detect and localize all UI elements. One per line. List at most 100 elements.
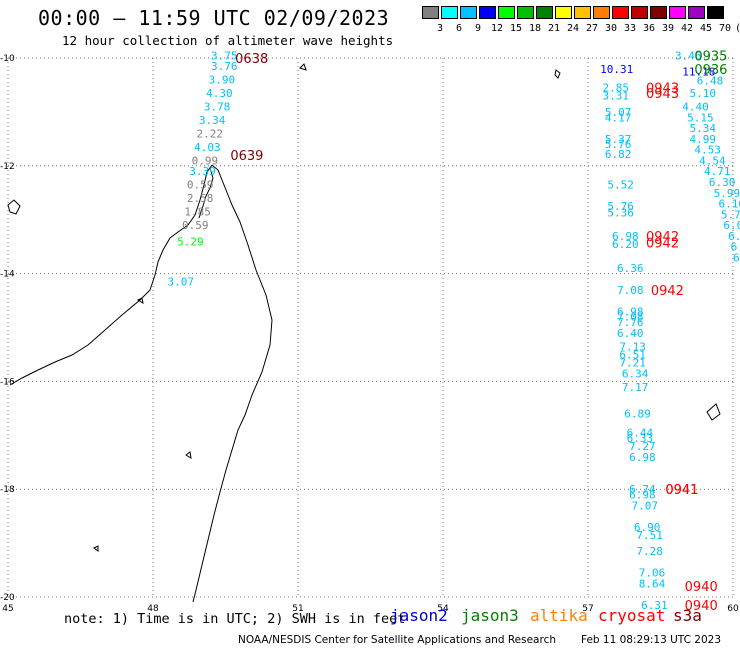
- wave-height-value: 5.36: [607, 207, 634, 220]
- track-time-label: 0942: [646, 236, 679, 251]
- islet-a: [136, 297, 144, 305]
- scale-swatch: [631, 6, 648, 19]
- lat-tick-label: -18: [0, 485, 15, 495]
- wave-height-value: 2.58: [187, 192, 214, 205]
- lon-tick-label: 48: [147, 604, 159, 614]
- track-time-label: 0940: [685, 580, 718, 595]
- wave-height-value: 5.37: [605, 133, 632, 146]
- wave-height-value: 6.30: [709, 176, 736, 189]
- scale-swatch: [688, 6, 705, 19]
- wave-height-value: 4.54: [699, 154, 726, 167]
- satellite-cryosat: cryosat: [598, 606, 666, 625]
- wave-height-value: 3.76: [211, 60, 238, 73]
- wave-height-value: 10.31: [600, 63, 633, 76]
- satellite-jason2: jason2: [390, 606, 448, 625]
- mauritius-island: [706, 403, 721, 421]
- wave-height-value: 6.14: [728, 230, 740, 243]
- track-time-label: 0941: [665, 483, 698, 498]
- wave-height-value: 4.99: [690, 133, 717, 146]
- wave-height-value: 6.16: [719, 198, 740, 211]
- scale-swatch: [555, 6, 572, 19]
- wave-height-value: 7.51: [636, 529, 663, 542]
- wave-height-value: 3.34: [199, 114, 226, 127]
- wave-height-value: 6.34: [622, 367, 649, 380]
- scale-swatch: [650, 6, 667, 19]
- lat-tick-label: -16: [0, 377, 15, 387]
- track-time-label: 0638: [235, 52, 268, 67]
- generation-timestamp: Feb 11 08:29:13 UTC 2023: [581, 634, 721, 646]
- wave-height-value: 6.36: [617, 262, 644, 275]
- islet-b: [185, 451, 192, 459]
- wave-height-points: 3.753.763.904.303.783.342.224.030.993.39…: [168, 49, 740, 612]
- satellite-altika: altika: [530, 606, 588, 625]
- scale-swatch: [593, 6, 610, 19]
- track-time-label: 0936: [694, 63, 727, 78]
- track-time-label: 0941: [665, 483, 698, 498]
- lon-tick-label: 57: [582, 604, 593, 614]
- wave-height-value: 6.51: [619, 348, 646, 361]
- scale-label: (ft): [735, 23, 740, 34]
- track-time-label: 0943: [646, 87, 679, 102]
- lon-tick-label: 45: [2, 604, 13, 614]
- scale-swatch: [498, 6, 515, 19]
- scale-label: 6: [455, 23, 463, 34]
- scale-label: 42: [680, 23, 694, 34]
- wave-height-value: 7.76: [617, 316, 644, 329]
- footer-note: note: 1) Time is in UTC; 2) SWH is in fe…: [64, 611, 406, 627]
- wave-height-value: 1.85: [184, 206, 211, 219]
- wave-height-value: 6.90: [634, 521, 661, 534]
- wave-height-value: 3.31: [603, 90, 630, 103]
- scale-label: 21: [547, 23, 561, 34]
- lat-tick-label: -10: [0, 54, 15, 64]
- wave-height-value: 7.08: [617, 311, 644, 324]
- wave-height-value: 3.78: [204, 101, 231, 114]
- wave-height-value: 8.64: [639, 578, 666, 591]
- scale-swatch: [422, 6, 439, 19]
- scale-label: 33: [623, 23, 637, 34]
- madagascar-north-tip: [198, 167, 214, 219]
- wave-height-value: 6.44: [627, 427, 654, 440]
- page-title: 00:00 – 11:59 UTC 02/09/2023: [38, 6, 390, 30]
- wave-height-value: 7.21: [619, 357, 646, 370]
- wave-height-value: 3.39: [189, 165, 216, 178]
- wave-height-value: 3.75: [211, 49, 238, 62]
- wave-height-value: 0.59: [187, 179, 214, 192]
- scale-swatch: [460, 6, 477, 19]
- wave-height-value: 7.28: [636, 545, 663, 558]
- wave-height-value: 4.40: [682, 101, 709, 114]
- wave-height-value: 6.74: [629, 483, 656, 496]
- scale-label: 24: [566, 23, 580, 34]
- wave-height-value: 4.30: [206, 87, 233, 100]
- wave-height-value: 6.33: [627, 432, 654, 445]
- wave-height-value: 7.13: [619, 340, 646, 353]
- lon-tick-label: 51: [292, 604, 303, 614]
- wave-height-value: 4.53: [694, 144, 721, 157]
- scale-label: 45: [699, 23, 713, 34]
- wave-height-value: 5.52: [607, 179, 634, 192]
- wave-height-value: 6.20: [612, 238, 639, 251]
- scale-label: 70: [718, 23, 732, 34]
- wave-height-value: 7.06: [639, 567, 666, 580]
- wave-height-value: 2.85: [603, 82, 630, 95]
- scale-swatch: [479, 6, 496, 19]
- wave-height-value: 5.76: [605, 138, 632, 151]
- track-time-labels: 0638063909350936094309430942094209420941…: [230, 49, 727, 614]
- wave-height-value: 7.07: [632, 499, 659, 512]
- wave-height-value: 3.07: [168, 276, 195, 289]
- scale-swatch: [536, 6, 553, 19]
- wave-height-value: 6.98: [617, 305, 644, 318]
- scale-label: 15: [509, 23, 523, 34]
- islet-d: [554, 69, 561, 79]
- track-time-label: 0935: [694, 49, 727, 64]
- track-time-label: 0942: [646, 230, 679, 245]
- wave-height-value: 5.34: [690, 122, 717, 135]
- comoros-island: [7, 199, 21, 215]
- scale-label: 27: [585, 23, 599, 34]
- scale-swatch: [707, 6, 724, 19]
- scale-label: 30: [604, 23, 618, 34]
- wave-height-value: 0.59: [182, 219, 209, 232]
- scale-swatch: [669, 6, 686, 19]
- coastline: [7, 63, 721, 603]
- scale-swatch: [517, 6, 534, 19]
- lon-tick-label: 54: [437, 604, 449, 614]
